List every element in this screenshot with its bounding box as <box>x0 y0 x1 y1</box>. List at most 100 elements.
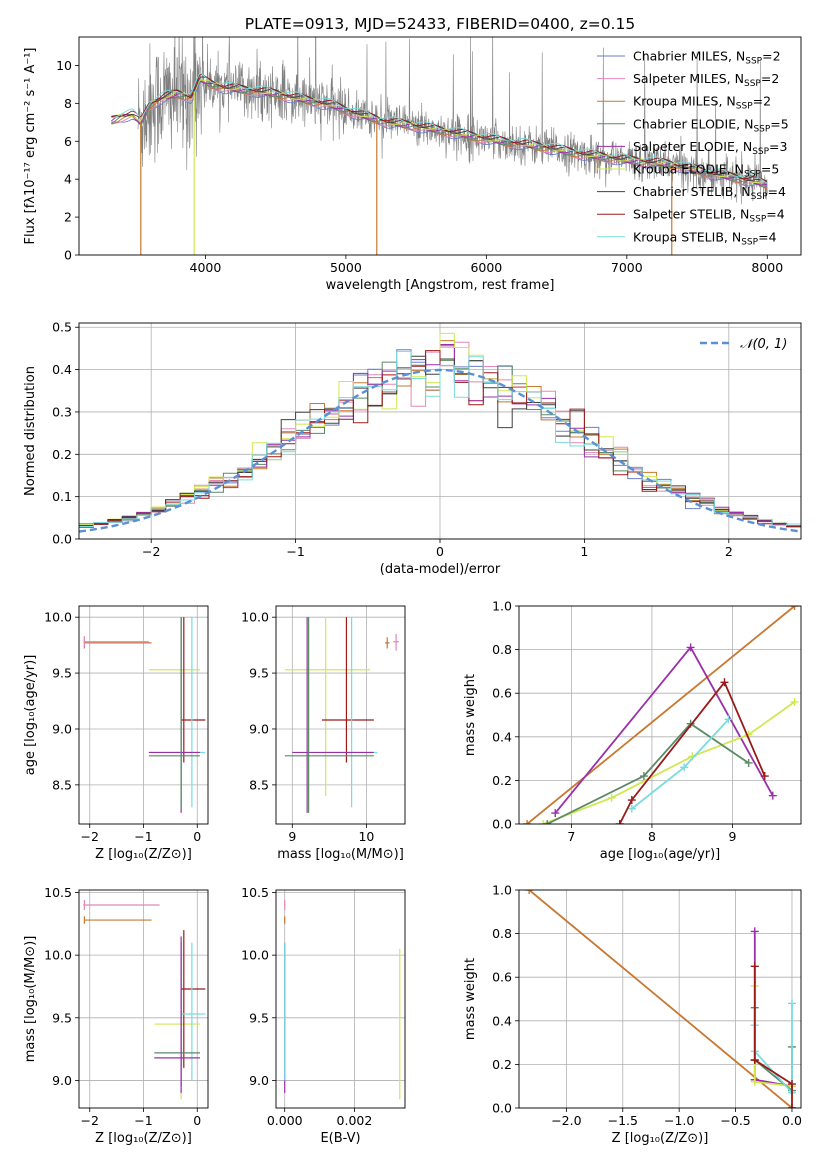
y-tick-label: 4 <box>64 172 72 187</box>
x-tick-label: −1 <box>134 829 152 844</box>
y-axis-label: Normed distribution <box>23 366 38 496</box>
y-tick-label: 8.5 <box>249 777 269 792</box>
legend-model-name: Kroupa MILES <box>633 94 719 109</box>
mass-weight-marker <box>750 1077 759 1086</box>
legend-nssp-prefix: , N <box>727 162 744 177</box>
y-tick-label: 0.3 <box>52 404 72 419</box>
y-tick-label: 0.2 <box>52 447 72 462</box>
y-tick-label: 8.5 <box>52 777 72 792</box>
normal-reference-curve <box>79 368 801 533</box>
y-tick-label: 10.0 <box>241 948 269 963</box>
x-tick-label: −2.0 <box>551 1113 581 1128</box>
y-tick-label: 0 <box>64 248 72 263</box>
age-vs-metallicity-panel: −2 −1 0 8.5 9.0 9.5 10.0 Z [log₁₀(Z/Z⊙)] age [lo… <box>23 605 209 862</box>
legend-nssp-eq: = <box>768 184 778 199</box>
y-tick-label: 0.0 <box>492 1101 512 1116</box>
legend-model-name: Chabrier ELODIE <box>633 116 736 131</box>
mass-weight-marker <box>744 758 753 767</box>
x-axis-label: Z [log₁₀(Z/Z⊙)] <box>95 847 192 862</box>
y-tick-label: 10.5 <box>241 885 269 900</box>
y-tick-label: 0.0 <box>492 817 512 832</box>
mass-weight-line <box>753 1007 793 1093</box>
y-tick-label: 0.5 <box>52 320 72 335</box>
y-tick-label: 0.4 <box>492 1013 512 1028</box>
x-tick-label: 6000 <box>470 260 502 275</box>
model-spectrum-line <box>111 81 768 188</box>
mass-weight-line <box>546 722 750 824</box>
mass-weight-marker <box>523 820 532 824</box>
legend-nssp-value: 4 <box>777 207 785 222</box>
y-tick-label: 1.0 <box>492 883 512 898</box>
mass-weight-marker <box>787 1080 796 1089</box>
legend-nssp-eq: = <box>758 229 768 244</box>
mass-weight-marker <box>760 772 769 781</box>
y-tick-label: 0.2 <box>492 773 512 788</box>
mass-weight-marker <box>525 890 534 894</box>
model-spectrum-line <box>111 73 768 183</box>
y-axis-label: mass [log₁₀(M/M⊙)] <box>23 936 38 1063</box>
y-axis-label: mass weight <box>463 958 478 1040</box>
x-tick-label: 8 <box>648 829 656 844</box>
plot-area <box>83 900 206 1100</box>
legend-nssp-eq: = <box>753 94 763 109</box>
plot-area <box>284 900 401 1100</box>
x-tick-label: 0.002 <box>337 1113 373 1128</box>
legend-nssp-prefix: , N <box>718 94 735 109</box>
y-tick-label: 6 <box>64 134 72 149</box>
x-tick-label: −0.5 <box>720 1113 750 1128</box>
mass-weight-marker <box>790 697 799 706</box>
x-tick-label: −2 <box>81 829 99 844</box>
y-axis-label: mass weight <box>463 674 478 756</box>
y-axis-label: age [log₁₀(age/yr)] <box>23 655 38 776</box>
y-tick-label: 10.0 <box>241 610 269 625</box>
y-tick-label: 2 <box>64 210 72 225</box>
y-tick-label: 0.8 <box>492 642 512 657</box>
legend-label: Salpeter ELODIE, NSSP=3 <box>633 139 787 157</box>
axes-frame <box>518 889 802 1109</box>
legend-nssp-value: 4 <box>769 229 777 244</box>
spectrum-panel: 4000 5000 6000 7000 8000 0 2 4 6 8 10 wavelength [A… <box>23 36 802 293</box>
mass-weight-marker <box>750 927 759 936</box>
mass-weight-marker <box>627 796 636 805</box>
y-tick-label: 10.0 <box>44 948 72 963</box>
y-tick-label: 0.4 <box>52 362 72 377</box>
legend-nssp-sub: SSP <box>745 57 762 67</box>
model-spectrum-line <box>111 78 768 190</box>
mass-weight-marker <box>627 804 636 813</box>
grid-lines <box>276 890 405 1108</box>
legend-label: Chabrier MILES, NSSP=2 <box>633 49 781 67</box>
axes-frame <box>275 605 406 825</box>
grid-lines <box>79 606 208 824</box>
legend-label: 𝒩(0, 1) <box>740 337 787 352</box>
x-tick-label: −2 <box>142 544 160 559</box>
y-tick-label: 8 <box>64 96 72 111</box>
legend-model-name: Salpeter STELIB <box>633 207 732 222</box>
mass-weight-line <box>528 890 793 1108</box>
mass-weight-marker <box>539 820 548 824</box>
legend-model-name: Kroupa ELODIE <box>633 162 727 177</box>
legend-nssp-value: 3 <box>780 139 788 154</box>
mass-weight-marker <box>720 678 729 687</box>
y-tick-label: 0.6 <box>492 970 512 985</box>
residual-histogram-step <box>79 350 801 527</box>
x-tick-label: 1 <box>580 544 588 559</box>
x-tick-label: −1.5 <box>608 1113 638 1128</box>
legend-nssp-sub: SSP <box>751 192 768 202</box>
x-axis-label: age [log₁₀(age/yr)] <box>600 847 721 862</box>
mass-weight-marker <box>639 772 648 781</box>
y-tick-label: 10 <box>56 58 72 73</box>
x-tick-label: 0 <box>193 829 201 844</box>
mass-weight-line <box>631 718 730 810</box>
legend-nssp-prefix: , N <box>728 49 745 64</box>
x-tick-label: 9 <box>729 829 737 844</box>
age-vs-mass-panel: 9 10 8.5 9.0 9.5 10.0 mass [log₁₀(M/M⊙)] <box>241 605 406 862</box>
x-axis-label: Z [log₁₀(Z/Z⊙)] <box>612 1131 709 1146</box>
x-tick-label: 0 <box>436 544 444 559</box>
mass-weight-marker <box>607 793 616 802</box>
x-tick-label: −1.0 <box>664 1113 694 1128</box>
legend-nssp-prefix: , N <box>724 229 741 244</box>
x-tick-label: 8000 <box>751 260 783 275</box>
mass-vs-extinction-panel: 0.000 0.002 9.0 9.5 10.0 10.5 E(B-V) <box>241 885 406 1146</box>
x-axis-label: wavelength [Angstrom, rest frame] <box>326 278 555 293</box>
